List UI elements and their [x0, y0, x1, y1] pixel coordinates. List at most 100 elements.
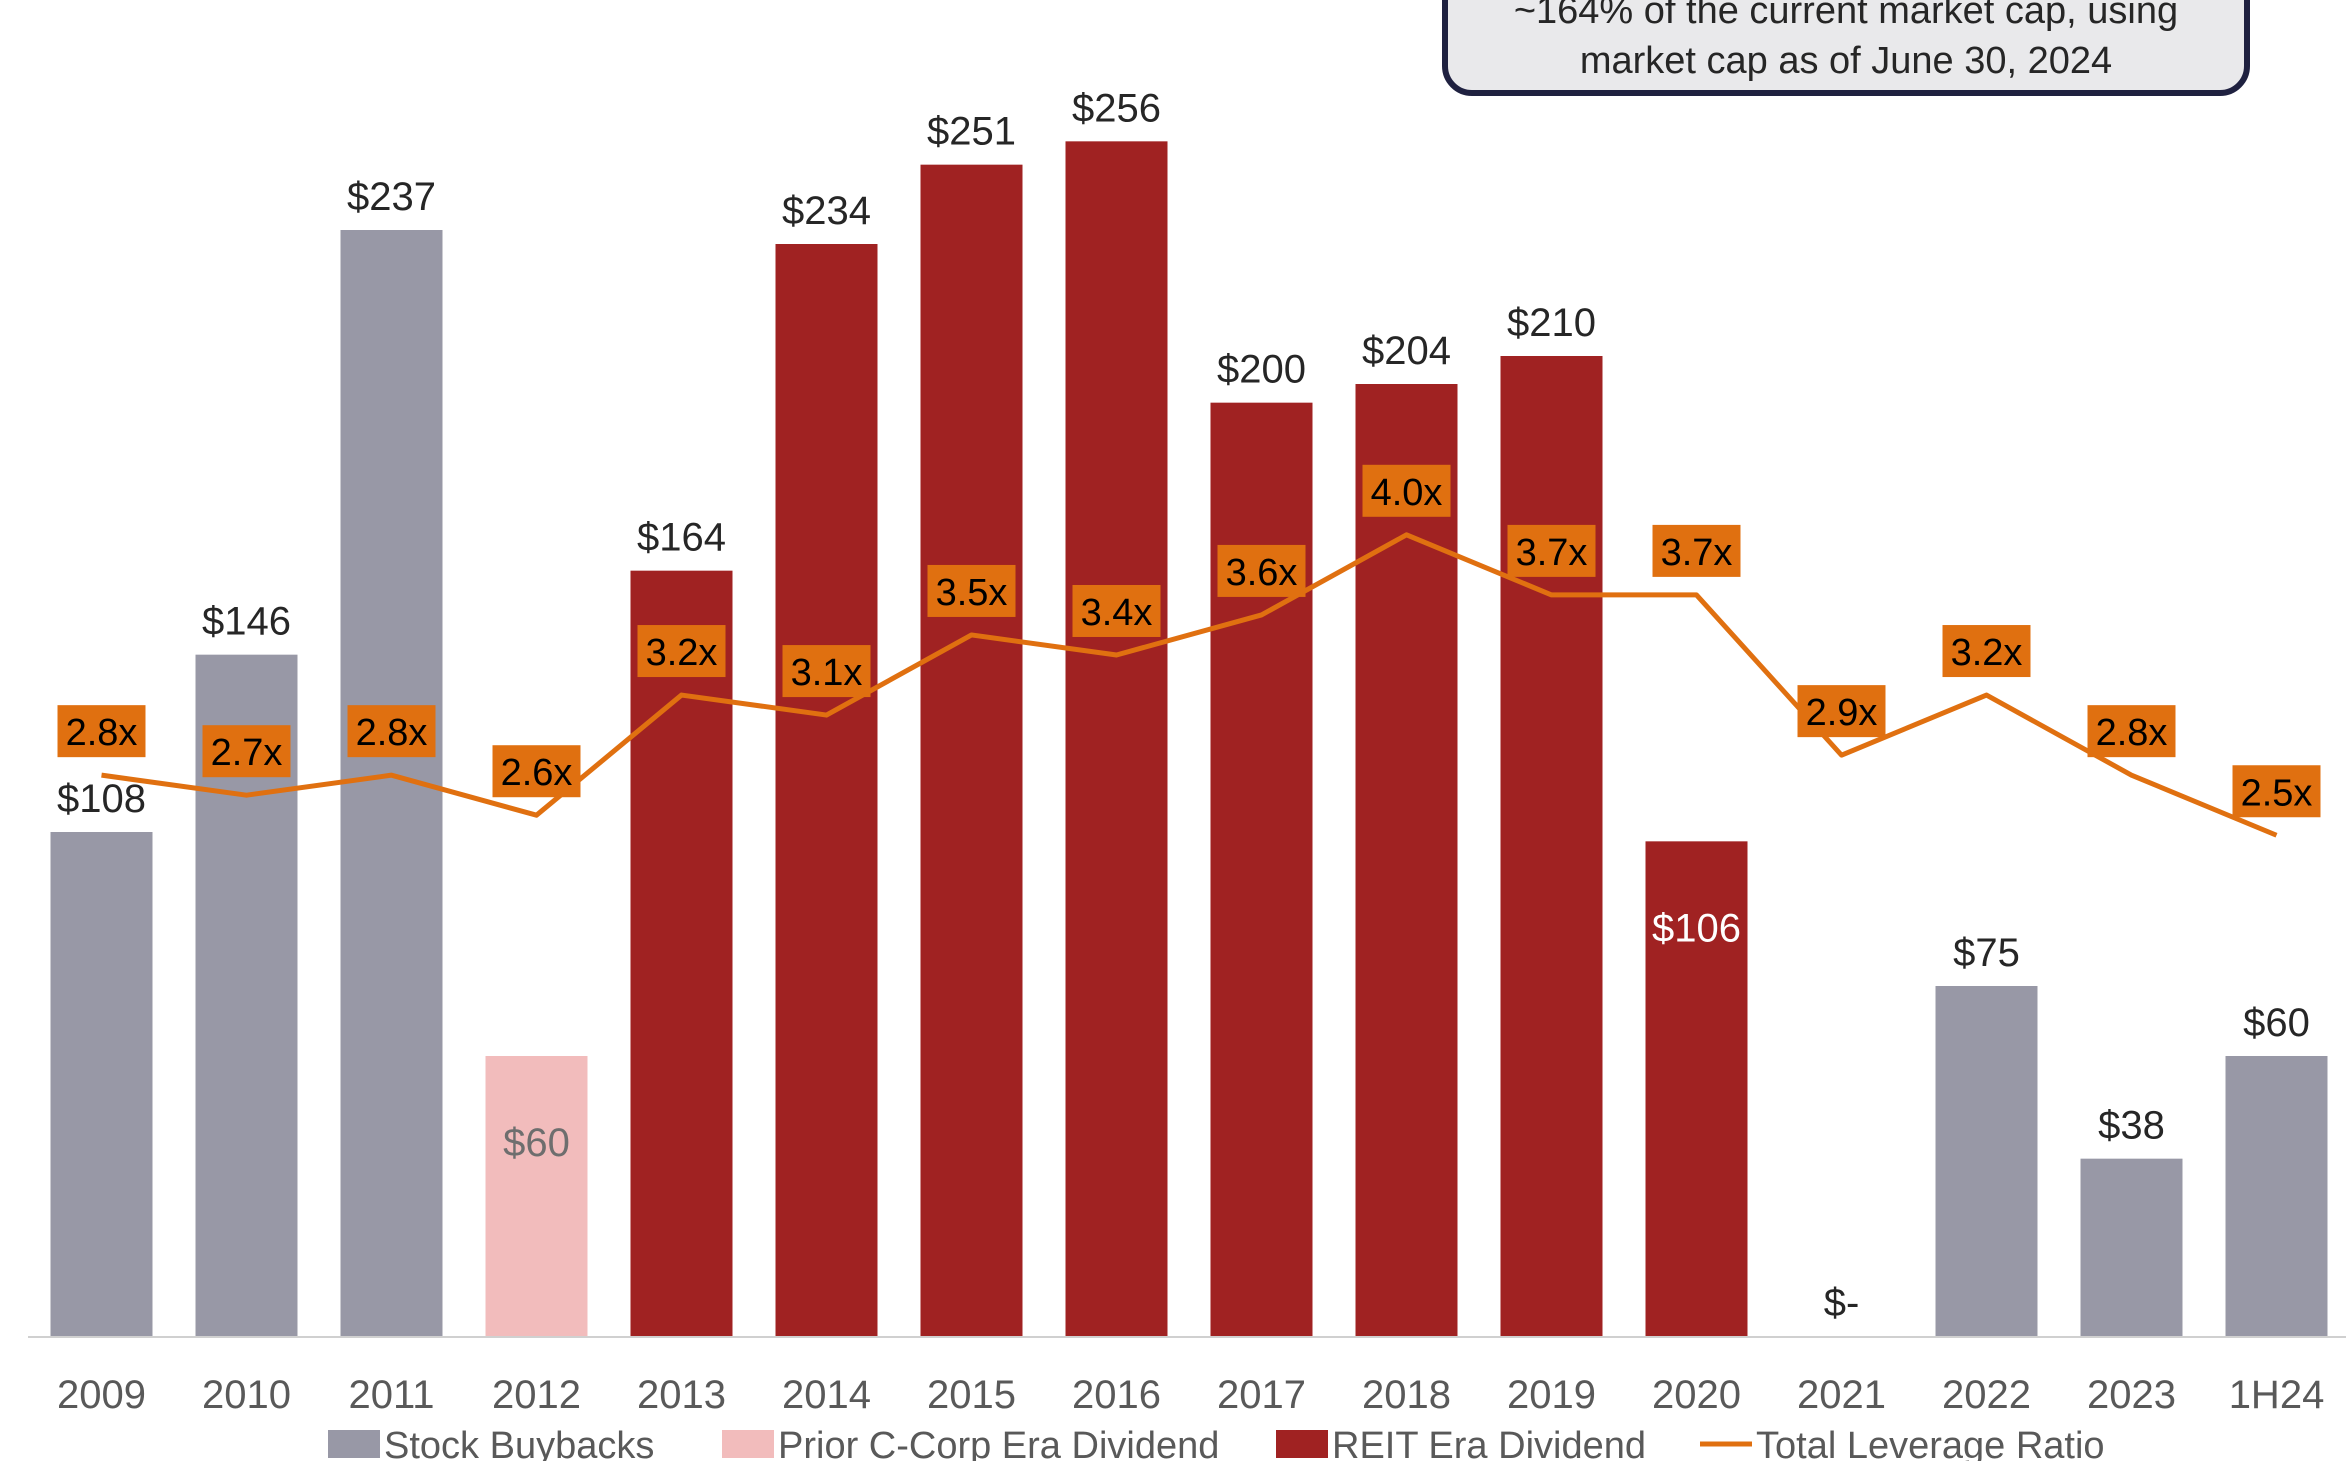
leverage-label-text: 3.1x	[791, 652, 863, 694]
leverage-label-text: 2.6x	[501, 752, 573, 794]
leverage-label-2013: 3.2x	[637, 625, 726, 678]
leverage-label-text: 3.2x	[646, 632, 718, 674]
leverage-label-box	[2087, 705, 2176, 758]
bar-2018	[1355, 384, 1458, 1336]
legend-item-0: Stock Buybacks	[328, 1425, 654, 1461]
callout-line-2: market cap as of June 30, 2024	[1579, 40, 2113, 82]
legend-item-3: Total Leverage Ratio	[1700, 1425, 2105, 1461]
leverage-label-text: 2.8x	[356, 712, 428, 754]
bar-label-2015: $251	[927, 110, 1016, 154]
legend: Stock Buybacks Prior C-Corp Era Dividend R…	[328, 1425, 2105, 1461]
legend-label: REIT Era Dividend	[1332, 1425, 1646, 1461]
bar-label-2022: $75	[1953, 931, 2020, 975]
leverage-label-text: 2.5x	[2241, 772, 2313, 814]
legend-swatch	[1276, 1430, 1328, 1458]
leverage-label-text: 2.7x	[211, 732, 283, 774]
bar-2022	[1935, 986, 2038, 1336]
leverage-line	[101, 532, 2278, 838]
bar-2015	[920, 164, 1023, 1337]
leverage-label-2015: 3.5x	[927, 564, 1016, 617]
bar-labels-layer: $108 $146 $237 $60 $164 $234 $251 $256 $200 $204 $…	[57, 86, 2310, 1325]
leverage-label-box	[1942, 625, 2031, 678]
bar-label-2011: $237	[347, 175, 436, 219]
leverage-label-2011: 2.8x	[347, 705, 436, 758]
legend-label: Prior C-Corp Era Dividend	[778, 1425, 1219, 1461]
leverage-label-2009: 2.8x	[57, 705, 146, 758]
leverage-label-text: 3.7x	[1661, 532, 1733, 574]
bar-label-2020: $106	[1652, 906, 1741, 950]
leverage-label-text: 2.9x	[1806, 692, 1878, 734]
legend-label: Total Leverage Ratio	[1756, 1425, 2105, 1461]
bar-label-2010: $146	[202, 600, 291, 644]
leverage-label-box	[637, 625, 726, 678]
x-tick-labels: 2009 2010 2011 2012 2013 2014 2015 2016 2017 2018…	[57, 1373, 2324, 1417]
bar-label-2021: $-	[1824, 1281, 1860, 1325]
leverage-label-2020: 3.7x	[1652, 524, 1741, 577]
x-tick-2017: 2017	[1217, 1373, 1306, 1417]
leverage-label-2023: 2.8x	[2087, 705, 2176, 758]
bar-2012	[485, 1056, 588, 1336]
legend-item-1: Prior C-Corp Era Dividend	[722, 1425, 1219, 1461]
leverage-label-2017: 3.6x	[1217, 544, 1306, 597]
leverage-label-2014: 3.1x	[782, 645, 871, 698]
x-tick-2009: 2009	[57, 1373, 146, 1417]
leverage-label-text: 3.2x	[1951, 632, 2023, 674]
bar-label-2017: $200	[1217, 348, 1306, 392]
leverage-label-2012: 2.6x	[492, 745, 581, 798]
leverage-label-box	[347, 705, 436, 758]
leverage-label-box	[1507, 524, 1596, 577]
leverage-label-2019: 3.7x	[1507, 524, 1596, 577]
callout-line-1: ~164% of the current market cap, using	[1513, 0, 2179, 32]
leverage-line-layer	[101, 532, 2278, 838]
bar-label-2009: $108	[57, 777, 146, 821]
x-tick-2015: 2015	[927, 1373, 1016, 1417]
leverage-label-box	[927, 564, 1016, 617]
leverage-label-box	[1362, 464, 1451, 517]
leverage-label-2010: 2.7x	[202, 725, 291, 778]
x-tick-2014: 2014	[782, 1373, 871, 1417]
bar-2017	[1210, 402, 1313, 1337]
leverage-label-box	[202, 725, 291, 778]
leverage-label-text: 3.4x	[1081, 592, 1153, 634]
leverage-label-text: 4.0x	[1371, 472, 1443, 514]
leverage-label-2016: 3.4x	[1072, 584, 1161, 637]
bar-label-2014: $234	[782, 189, 871, 233]
x-tick-2021: 2021	[1797, 1373, 1886, 1417]
leverage-label-1H24: 2.5x	[2232, 765, 2321, 818]
leverage-label-box	[492, 745, 581, 798]
x-tick-2013: 2013	[637, 1373, 726, 1417]
x-tick-2012: 2012	[492, 1373, 581, 1417]
bar-2023	[2080, 1158, 2183, 1336]
leverage-label-box	[1217, 544, 1306, 597]
leverage-label-text: 3.5x	[936, 572, 1008, 614]
x-tick-2011: 2011	[348, 1373, 434, 1417]
bar-2016	[1065, 141, 1168, 1336]
leverage-label-box	[1797, 685, 1886, 738]
leverage-labels-layer: 2.8x 2.7x 2.8x 2.6x 3.2x 3.1x 3.5x 3.4x 3.6x 4.0x…	[57, 464, 2321, 818]
leverage-label-box	[1652, 524, 1741, 577]
bar-label-1H24: $60	[2243, 1001, 2310, 1045]
x-tick-2022: 2022	[1942, 1373, 2031, 1417]
legend-item-2: REIT Era Dividend	[1276, 1425, 1646, 1461]
leverage-label-box	[2232, 765, 2321, 818]
x-tick-2010: 2010	[202, 1373, 291, 1417]
leverage-label-box	[57, 705, 146, 758]
bar-2020	[1645, 841, 1748, 1336]
bar-label-2016: $256	[1072, 86, 1161, 130]
bar-label-2018: $204	[1362, 329, 1451, 373]
bar-label-2019: $210	[1507, 301, 1596, 345]
leverage-label-text: 3.7x	[1516, 532, 1588, 574]
x-tick-2023: 2023	[2087, 1373, 2176, 1417]
legend-swatch	[722, 1430, 774, 1458]
x-tick-1H24: 1H24	[2229, 1373, 2325, 1417]
leverage-label-text: 2.8x	[2096, 712, 2168, 754]
leverage-label-text: 3.6x	[1226, 552, 1298, 594]
market-cap-callout: ~164% of the current market cap, using m…	[1442, 0, 2250, 96]
bar-2009	[50, 832, 153, 1336]
x-tick-2020: 2020	[1652, 1373, 1741, 1417]
bar-label-2023: $38	[2098, 1104, 2165, 1148]
x-tick-2016: 2016	[1072, 1373, 1161, 1417]
leverage-label-2021: 2.9x	[1797, 685, 1886, 738]
bar-2013	[630, 570, 733, 1336]
